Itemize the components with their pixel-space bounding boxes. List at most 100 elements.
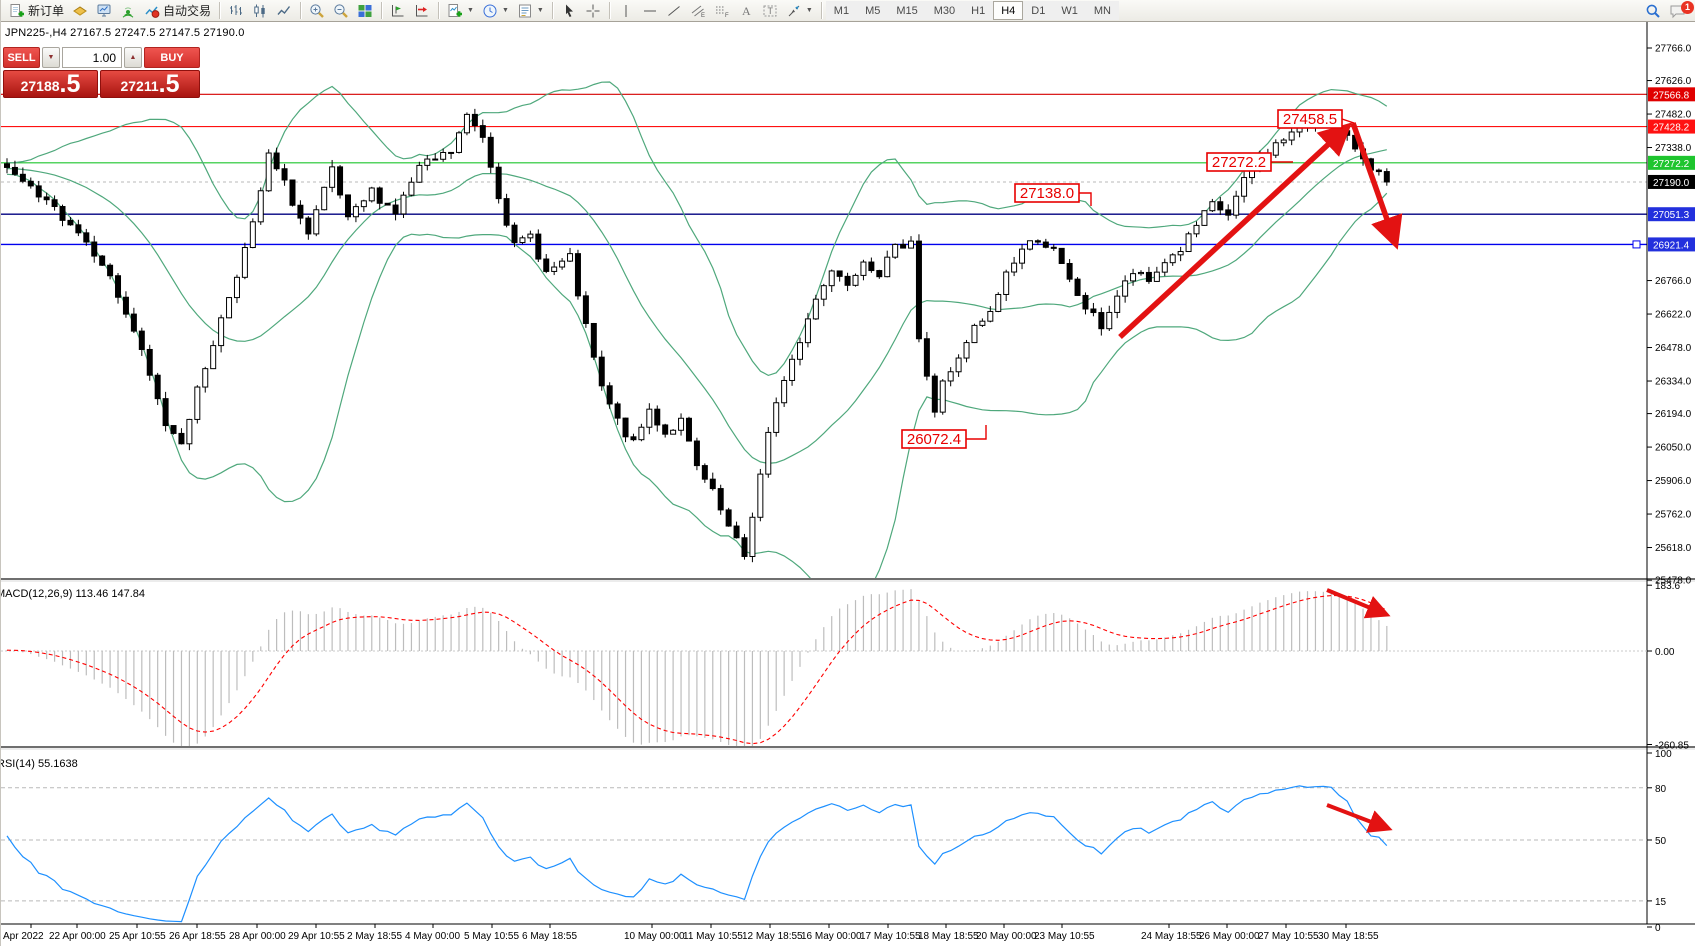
spin-up-icon: ▲: [129, 54, 137, 61]
svg-text:27138.0: 27138.0: [1020, 185, 1074, 202]
text-label-tool-button[interactable]: T: [758, 1, 782, 21]
timeframe-m1-button[interactable]: M1: [825, 1, 858, 20]
svg-text:6 May 18:55: 6 May 18:55: [522, 931, 577, 942]
svg-text:10 May 00:00: 10 May 00:00: [624, 931, 685, 942]
signals-button[interactable]: [116, 1, 140, 21]
svg-text:0: 0: [1655, 923, 1661, 934]
price-annotation[interactable]: 27458.5: [1277, 109, 1355, 129]
periods-dropdown-caret: ▼: [501, 7, 509, 14]
timeframe-m5-button[interactable]: M5: [857, 1, 889, 20]
line-chart-type-button[interactable]: [272, 1, 296, 21]
signal-icon: [120, 3, 136, 19]
volume-increase-button[interactable]: ▲: [124, 47, 142, 68]
svg-text:26622.0: 26622.0: [1655, 310, 1692, 321]
chart-shift-icon: [414, 3, 430, 19]
text-tool-button[interactable]: A: [734, 1, 758, 21]
depth-of-market-button[interactable]: [92, 1, 116, 21]
crosshair-icon: [585, 3, 601, 19]
svg-text:25478.0: 25478.0: [1655, 576, 1692, 587]
trend-arrow[interactable]: [1350, 122, 1403, 250]
notification-badge: 1: [1681, 0, 1694, 14]
macd-indicator: [1, 589, 1647, 746]
auto-trading-button[interactable]: 自动交易: [140, 1, 215, 21]
svg-text:4 May 00:00: 4 May 00:00: [405, 931, 460, 942]
trend-arrow[interactable]: [1118, 122, 1353, 340]
tile-windows-button[interactable]: [353, 1, 377, 21]
toolbar-separator: [300, 2, 302, 19]
svg-text:25 Apr 10:55: 25 Apr 10:55: [109, 931, 166, 942]
timeframe-h4-button[interactable]: H4: [993, 1, 1024, 20]
timeframe-mn-button[interactable]: MN: [1085, 1, 1119, 20]
periods-button[interactable]: ▼: [478, 1, 513, 21]
chat-button[interactable]: 1: [1665, 0, 1694, 21]
svg-text:27766.0: 27766.0: [1655, 44, 1692, 55]
zoom-in-button[interactable]: [305, 1, 329, 21]
bar-chart-type-button[interactable]: [224, 1, 248, 21]
one-click-trading-panel: SELL ▼ ▲ BUY 27188.5 27211.5: [3, 47, 200, 98]
sell-button[interactable]: SELL: [3, 47, 40, 68]
toolbar-separator: [820, 2, 822, 19]
macd-trend-arrow[interactable]: [1326, 588, 1391, 619]
timeframe-d1-button[interactable]: D1: [1023, 1, 1054, 20]
market-watch-button[interactable]: [68, 1, 92, 21]
timeframe-m15-button[interactable]: M15: [888, 1, 926, 20]
gold-package-icon: [72, 3, 88, 19]
timeframe-m30-button[interactable]: M30: [925, 1, 964, 20]
svg-text:26 May 00:00: 26 May 00:00: [1199, 931, 1260, 942]
trendline-tool-button[interactable]: [662, 1, 686, 21]
trendline-icon: [666, 3, 682, 19]
horizontal-line-icon: [642, 3, 658, 19]
svg-text:A: A: [742, 4, 751, 18]
volume-input[interactable]: [62, 47, 122, 68]
svg-text:28 Apr 00:00: 28 Apr 00:00: [229, 931, 286, 942]
equidistant-channel-tool-button[interactable]: E: [686, 1, 710, 21]
price-chart[interactable]: 27458.5 27272.2 27138.0 26072.4 27766.0 27626…: [1, 22, 1695, 946]
toolbar-separator: [381, 2, 383, 19]
time-axis[interactable]: Apr 2022 22 Apr 00:00 25 Apr 10:55 26 Apr 1…: [3, 924, 1379, 942]
timeframe-w1-button[interactable]: W1: [1053, 1, 1086, 20]
line-chart-icon: [276, 3, 292, 19]
timeframe-h1-button[interactable]: H1: [963, 1, 994, 20]
fibonacci-tool-button[interactable]: F: [710, 1, 734, 21]
svg-text:100: 100: [1655, 749, 1672, 760]
arrows-icon: [786, 3, 802, 19]
buy-button[interactable]: BUY: [144, 47, 200, 68]
svg-text:26766.0: 26766.0: [1655, 276, 1692, 287]
line-selection-handle[interactable]: [1632, 240, 1641, 249]
chart-shift-button[interactable]: [410, 1, 434, 21]
price-annotation[interactable]: 27272.2: [1206, 152, 1293, 172]
price-annotation[interactable]: 26072.4: [901, 425, 987, 449]
candlestick-chart-type-button[interactable]: [248, 1, 272, 21]
svg-text:25762.0: 25762.0: [1655, 510, 1692, 521]
svg-text:27051.3: 27051.3: [1653, 210, 1690, 221]
svg-text:-260.85: -260.85: [1655, 740, 1689, 751]
horizontal-line-tool-button[interactable]: [638, 1, 662, 21]
svg-text:Apr 2022: Apr 2022: [3, 931, 44, 942]
crosshair-tool-button[interactable]: [581, 1, 605, 21]
zoom-in-icon: [309, 3, 325, 19]
indicators-button[interactable]: ▼: [443, 1, 478, 21]
templates-button[interactable]: ▼: [513, 1, 548, 21]
volume-decrease-button[interactable]: ▼: [42, 47, 60, 68]
timeframe-toolbar: M1 M5 M15 M30 H1 H4 D1 W1 MN: [825, 1, 1119, 20]
search-button[interactable]: [1641, 1, 1665, 21]
toolbar-separator: [551, 2, 553, 19]
auto-scroll-button[interactable]: [386, 1, 410, 21]
svg-text:11 May 10:55: 11 May 10:55: [683, 931, 743, 942]
rsi-trend-arrow[interactable]: [1326, 803, 1393, 833]
buy-price-display[interactable]: 27211.5: [100, 70, 200, 98]
svg-text:183.6: 183.6: [1655, 581, 1680, 592]
zoom-out-button[interactable]: [329, 1, 353, 21]
price-axis[interactable]: 27766.0 27626.0 27482.0 27338.0 26766.0 26622…: [1647, 44, 1695, 935]
svg-text:27272.2: 27272.2: [1653, 159, 1690, 170]
cursor-tool-button[interactable]: [557, 1, 581, 21]
vertical-line-tool-button[interactable]: [614, 1, 638, 21]
new-order-button[interactable]: 新订单: [5, 1, 68, 21]
main-toolbar: 新订单 自动交易 ▼ ▼ ▼ E F A T ▼: [1, 0, 1695, 22]
svg-text:5 May 10:55: 5 May 10:55: [464, 931, 519, 942]
price-annotation[interactable]: 27138.0: [1014, 183, 1092, 206]
arrows-tool-button[interactable]: ▼: [782, 1, 817, 21]
horizontal-level-lines[interactable]: [1, 93, 1647, 249]
sell-price-display[interactable]: 27188.5: [3, 70, 98, 98]
svg-text:25618.0: 25618.0: [1655, 543, 1692, 554]
